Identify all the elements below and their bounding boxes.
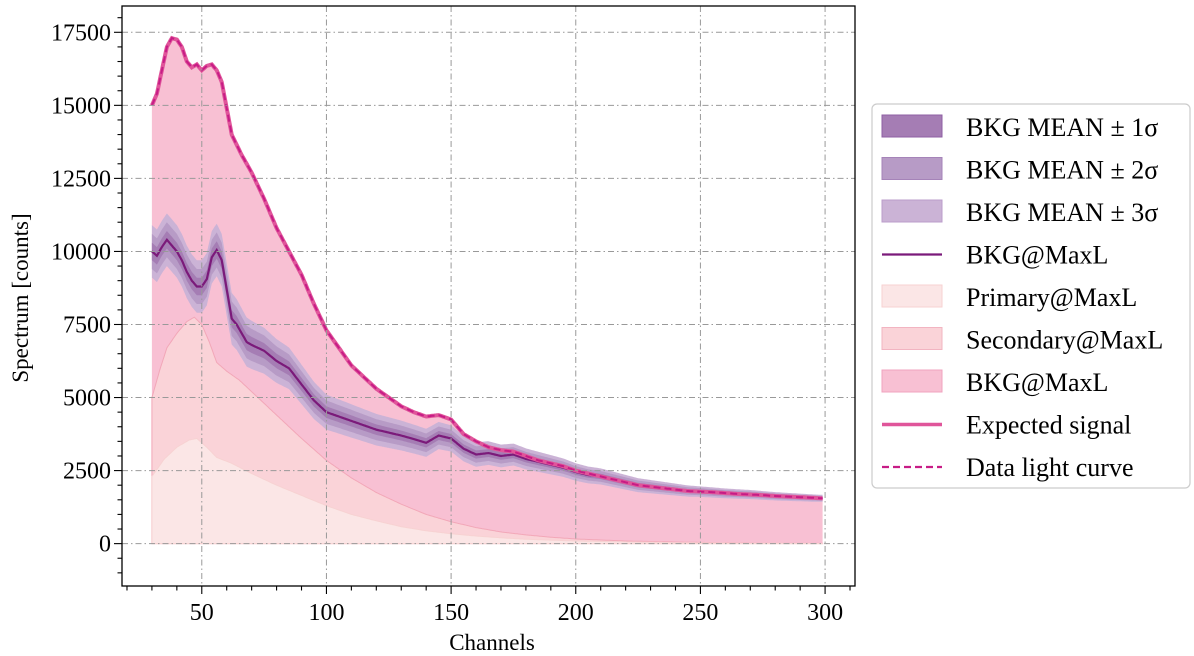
x-tick-label: 50	[190, 600, 214, 626]
y-tick-label: 17500	[51, 20, 111, 46]
legend-label: BKG@MaxL	[966, 368, 1108, 397]
y-tick-label: 7500	[63, 312, 111, 338]
legend-label: Expected signal	[966, 411, 1131, 440]
legend-swatch	[881, 369, 943, 393]
legend-swatch	[881, 327, 943, 350]
y-tick-label: 15000	[51, 93, 111, 119]
legend-swatch	[881, 199, 943, 223]
legend-swatch	[881, 114, 943, 138]
legend: BKG MEAN ± 1σ BKG MEAN ± 2σ BKG MEAN ± 3σ B…	[871, 103, 1191, 489]
legend-label: BKG MEAN ± 1σ	[966, 113, 1158, 142]
y-tick-label: 0	[99, 532, 111, 558]
bkg-band-1sigma	[151, 231, 823, 500]
x-axis-label: Channels	[449, 630, 535, 655]
x-tick-label: 100	[308, 600, 344, 626]
plot-area	[150, 35, 824, 545]
legend-swatch	[881, 157, 943, 180]
data-light-curve-line	[150, 36, 823, 500]
x-tick-label: 200	[558, 600, 594, 626]
y-tick-label: 10000	[51, 239, 111, 265]
legend-label: BKG MEAN ± 2σ	[966, 156, 1158, 185]
x-tick-label: 150	[433, 600, 469, 626]
x-tick-label: 300	[807, 600, 843, 626]
y-tick-label: 5000	[63, 386, 111, 412]
legend-label: BKG MEAN ± 3σ	[966, 198, 1158, 227]
y-axis-label: Spectrum [counts]	[8, 213, 33, 382]
grid	[122, 6, 855, 586]
axes: 50 100 150 200 250 300 0 2500 5000 7500 10000 12500…	[51, 5, 856, 626]
legend-box	[871, 103, 1191, 489]
legend-label: Primary@MaxL	[966, 283, 1137, 312]
legend-label: Secondary@MaxL	[966, 326, 1163, 355]
legend-label: Data light curve	[966, 453, 1134, 482]
y-tick-label: 2500	[63, 459, 111, 485]
legend-swatch	[881, 284, 943, 308]
legend-label: BKG@MaxL	[966, 241, 1108, 270]
y-tick-label: 12500	[51, 166, 111, 192]
plot-frame	[121, 5, 856, 587]
x-tick-label: 250	[682, 600, 718, 626]
